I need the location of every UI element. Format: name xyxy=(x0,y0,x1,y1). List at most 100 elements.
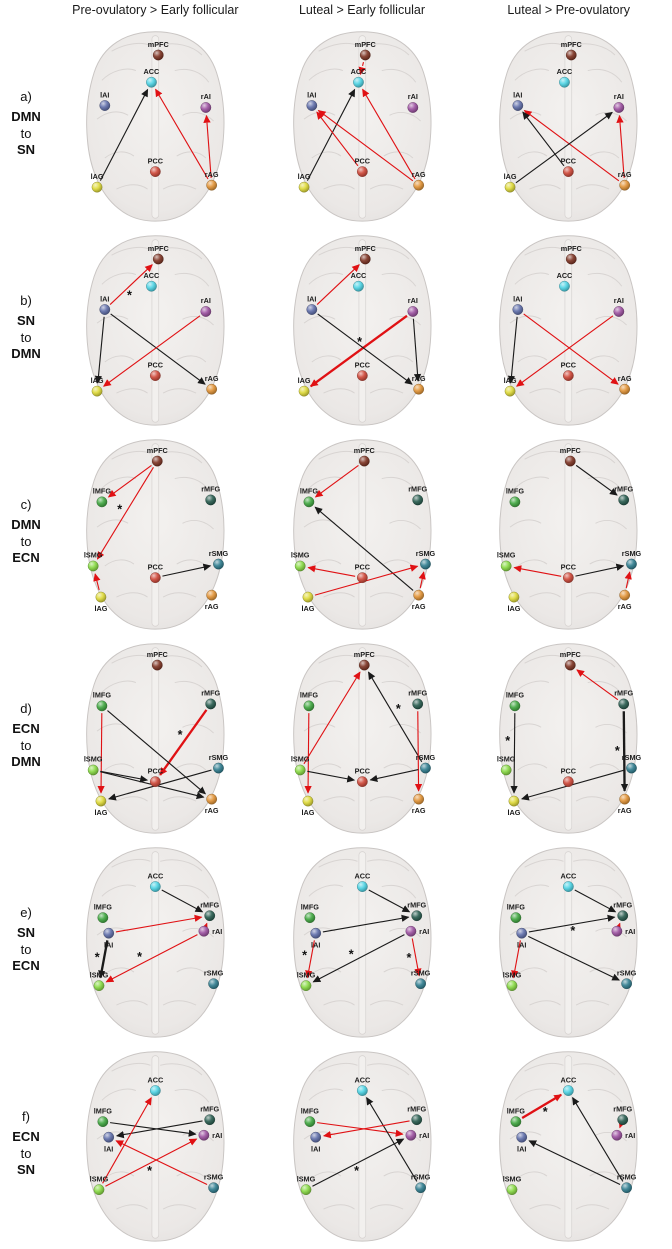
brain-outline xyxy=(499,847,638,1038)
edge-lAI-to-mPFC-red xyxy=(316,264,360,305)
edge-mPFC-to-lSMG-red xyxy=(96,467,154,560)
row-label-b: b) SN to DMN xyxy=(0,226,52,430)
significance-asterisk: * xyxy=(127,288,132,302)
edge-PCC-to-rSMG-black xyxy=(575,563,625,577)
node-lSMG xyxy=(93,980,105,991)
node-lSMG xyxy=(501,764,512,776)
node-label-rAI: rAI xyxy=(614,296,624,305)
node-label-PCC: PCC xyxy=(354,360,370,369)
significance-asterisk: * xyxy=(615,744,620,758)
node-label-PCC: PCC xyxy=(354,766,370,775)
node-label-lMFG: lMFG xyxy=(507,1106,526,1115)
node-label-rAI: rAI xyxy=(625,927,635,936)
node-rMFG xyxy=(412,698,423,710)
node-label-lAG: lAG xyxy=(301,808,314,817)
node-label-rAG: rAG xyxy=(411,602,425,611)
edge-rMFG-to-mPFC-red xyxy=(576,669,619,701)
edge-rSMG-to-lAG-black xyxy=(108,769,212,801)
brain-outline xyxy=(499,1051,638,1242)
brain-outline xyxy=(86,31,225,222)
edge-lAG-to-lSMG-red xyxy=(93,573,101,591)
edge-lMFG-to-lAG-red xyxy=(97,713,105,794)
node-rSMG xyxy=(208,1182,219,1194)
edge-rAI-to-lSMG-black xyxy=(312,934,405,983)
significance-asterisk: * xyxy=(571,924,576,938)
node-label-rMFG: rMFG xyxy=(614,900,633,909)
node-label-rAI: rAI xyxy=(419,927,429,936)
panel-cell-f-0: * ACC lMFG rMFG lAI rAI lSMG rSMG xyxy=(52,1042,259,1246)
node-lAG xyxy=(95,795,107,807)
edge-mPFC-to-ACC-red xyxy=(358,61,366,76)
row-target-network-a: SN xyxy=(16,142,36,158)
row-connector-a: to xyxy=(20,125,32,141)
brain-outline xyxy=(499,439,638,630)
row-letter-b: b) xyxy=(20,292,32,308)
node-label-PCC: PCC xyxy=(148,360,164,369)
node-label-rAG: rAG xyxy=(205,602,219,611)
node-rSMG xyxy=(213,762,224,774)
node-label-rAG: rAG xyxy=(618,374,632,383)
node-ACC xyxy=(149,1085,161,1096)
node-label-lAG: lAG xyxy=(297,172,310,181)
column-title-lut-ef: Luteal > Early follicular xyxy=(298,3,426,17)
node-label-rAI: rAI xyxy=(201,92,211,101)
row-letter-f: f) xyxy=(22,1108,30,1124)
node-PCC xyxy=(563,166,575,177)
node-rAG xyxy=(619,179,631,191)
significance-asterisk: * xyxy=(117,502,122,516)
node-lMFG xyxy=(510,912,522,923)
node-label-lMFG: lMFG xyxy=(94,902,113,911)
edge-lAI-to-rAG-black xyxy=(316,313,413,385)
edge-lAI-to-rMFG-red xyxy=(115,914,203,933)
node-label-rSMG: rSMG xyxy=(415,549,435,558)
node-label-rSMG: rSMG xyxy=(411,968,431,977)
node-lAG xyxy=(302,795,313,807)
node-label-PCC: PCC xyxy=(148,156,164,165)
node-label-rAI: rAI xyxy=(625,1131,635,1140)
row-label-c: c) DMN to ECN xyxy=(0,430,52,634)
edge-rSMG-to-PCC-black xyxy=(369,769,419,783)
brain-outline xyxy=(292,1051,432,1242)
node-ACC xyxy=(356,1085,368,1096)
edge-mPFC-to-rMFG-black xyxy=(576,464,619,496)
significance-asterisk: * xyxy=(178,728,183,742)
node-label-PCC: PCC xyxy=(561,360,577,369)
node-label-mPFC: mPFC xyxy=(561,244,583,253)
node-label-lAG: lAG xyxy=(508,808,521,817)
panel-cell-b-0: * mPFC ACC lAI rAI PCC lAG rAG xyxy=(52,226,259,430)
panel-e-1: * * * ACC lMFG rMFG lAI rAI lSMG rSMG xyxy=(292,847,432,1038)
brain-outline xyxy=(86,643,225,834)
node-label-lAI: lAI xyxy=(100,90,109,99)
node-rAG xyxy=(206,589,218,601)
row-source-network-e: SN xyxy=(16,924,36,940)
edge-lAI-to-lSMG-black xyxy=(98,940,109,979)
row-connector-f: to xyxy=(20,1145,32,1161)
node-label-rAI: rAI xyxy=(212,1131,222,1140)
node-label-PCC: PCC xyxy=(561,562,577,571)
node-label-lSMG: lSMG xyxy=(291,551,310,560)
row-target-network-c: ECN xyxy=(12,550,40,566)
node-label-lAI: lAI xyxy=(104,940,113,949)
significance-asterisk: * xyxy=(95,951,100,965)
edge-lAI-to-rAG-black xyxy=(110,313,206,385)
node-rAG xyxy=(412,793,424,805)
node-rMFG xyxy=(617,910,629,922)
panel-b-2: mPFC ACC lAI rAI PCC lAG rAG xyxy=(499,235,638,426)
node-mPFC xyxy=(566,49,577,61)
significance-asterisk: * xyxy=(147,1164,152,1178)
panel-grid: a) DMN to SN mPFC ACC lAI rAI PCC lAG rAG mPFC ACC lA… xyxy=(0,22,672,1246)
edge-lMFG-to-rAI-black xyxy=(110,1122,197,1137)
node-lMFG xyxy=(96,496,108,508)
significance-asterisk: * xyxy=(348,947,353,961)
panel-e-0: * * ACC lMFG rMFG lAI rAI lSMG rSMG xyxy=(86,847,225,1038)
node-rAG xyxy=(206,793,218,805)
node-rAI xyxy=(405,1129,416,1141)
node-PCC xyxy=(356,572,368,583)
edge-rAG-to-rSMG-red xyxy=(624,571,633,589)
edge-PCC-to-lAI-red xyxy=(315,111,359,167)
node-rAI xyxy=(407,306,418,317)
node-rSMG xyxy=(213,558,224,570)
edge-mPFC-to-lMFG-red xyxy=(314,464,359,498)
panel-cell-f-1: * ACC lMFG rMFG lAI rAI lSMG rSMG xyxy=(259,1042,466,1246)
